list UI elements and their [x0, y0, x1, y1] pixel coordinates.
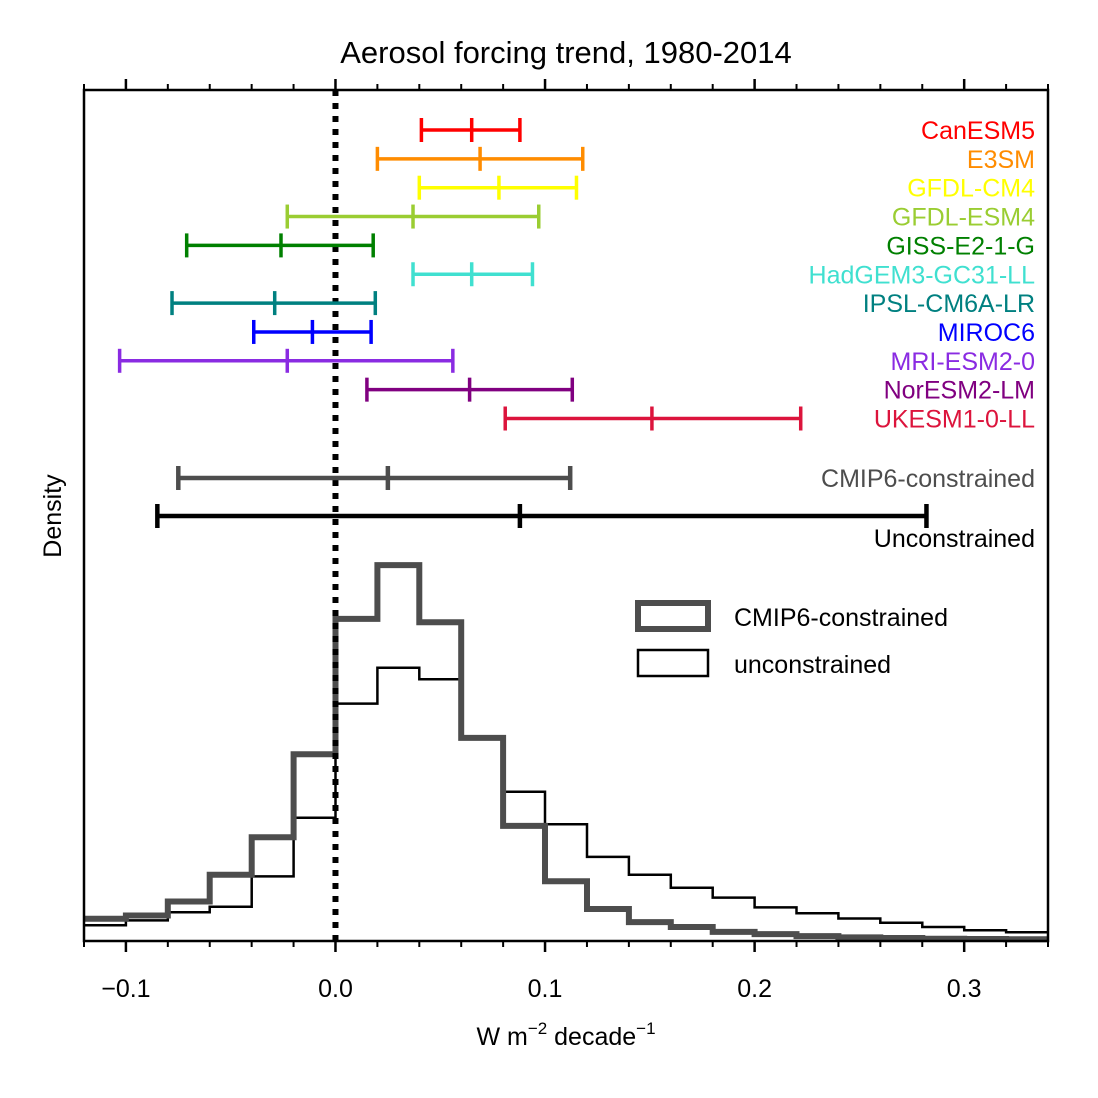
x-axis-ticks: −0.1 0.0 0.1 0.2 0.3: [83, 79, 1049, 1003]
model-label-GFDL-CM4: GFDL-CM4: [907, 175, 1035, 203]
legend-swatch-unconstrained: [636, 648, 710, 678]
x-tick-label: 0.3: [947, 975, 982, 1003]
legend-label-constrained: CMIP6-constrained: [734, 604, 948, 632]
histogram-CMIP6-constrained: [84, 562, 1048, 943]
error-bar-Unconstrained: [155, 504, 929, 528]
x-axis-label-exp2: −1: [636, 1019, 655, 1038]
chart-title: Aerosol forcing trend, 1980-2014: [340, 35, 792, 70]
summary-label-constrained: CMIP6-constrained: [821, 465, 1035, 493]
model-label-UKESM1-0-LL: UKESM1-0-LL: [874, 406, 1035, 434]
summary-label-unconstrained: Unconstrained: [874, 525, 1035, 553]
error-bar-GFDL-ESM4: [285, 204, 541, 229]
error-bar-UKESM1-0-LL: [503, 406, 803, 431]
x-tick-label: 0.0: [318, 975, 353, 1003]
error-bar-HadGEM3-GC31-LL: [411, 262, 535, 287]
x-axis-label-exp1: −2: [528, 1019, 547, 1038]
error-bar-IPSL-CM6A-LR: [170, 291, 378, 316]
model-label-IPSL-CM6A-LR: IPSL-CM6A-LR: [863, 290, 1035, 318]
model-label-E3SM: E3SM: [967, 146, 1035, 174]
x-tick-label: −0.1: [101, 975, 150, 1003]
model-label-MRI-ESM2-0: MRI-ESM2-0: [891, 348, 1035, 376]
histogram-unconstrained: [84, 666, 1048, 934]
error-bar-layer: [117, 118, 929, 528]
model-label-HadGEM3-GC31-LL: HadGEM3-GC31-LL: [809, 261, 1036, 289]
error-bar-CMIP6-constrained: [176, 466, 573, 490]
x-tick-label: 0.2: [737, 975, 772, 1003]
legend: CMIP6-constrained unconstrained: [635, 600, 948, 679]
legend-label-unconstrained: unconstrained: [734, 651, 891, 679]
model-label-layer: CanESM5E3SMGFDL-CM4GFDL-ESM4GISS-E2-1-GH…: [809, 117, 1036, 553]
legend-swatch-constrained: [635, 600, 711, 632]
x-axis-label: W m−2 decade−1: [476, 1019, 655, 1051]
error-bar-E3SM: [375, 146, 585, 171]
model-label-GISS-E2-1-G: GISS-E2-1-G: [886, 232, 1035, 260]
model-label-MIROC6: MIROC6: [938, 319, 1035, 347]
error-bar-MIROC6: [251, 319, 373, 344]
x-tick-label: 0.1: [528, 975, 563, 1003]
error-bar-CanESM5: [419, 118, 522, 142]
error-bar-MRI-ESM2-0: [117, 348, 455, 373]
model-label-GFDL-ESM4: GFDL-ESM4: [892, 204, 1035, 232]
model-label-CanESM5: CanESM5: [921, 117, 1035, 145]
error-bar-GISS-E2-1-G: [184, 233, 375, 258]
y-axis-label: Density: [39, 474, 67, 558]
model-label-NorESM2-LM: NorESM2-LM: [884, 377, 1035, 405]
plot-frame: [82, 88, 1050, 943]
error-bar-NorESM2-LM: [365, 377, 575, 402]
error-bar-GFDL-CM4: [417, 175, 579, 200]
x-axis-label-base: W m: [476, 1023, 527, 1051]
histogram-layer: [84, 562, 1048, 943]
x-axis-label-mid: decade: [547, 1023, 636, 1051]
